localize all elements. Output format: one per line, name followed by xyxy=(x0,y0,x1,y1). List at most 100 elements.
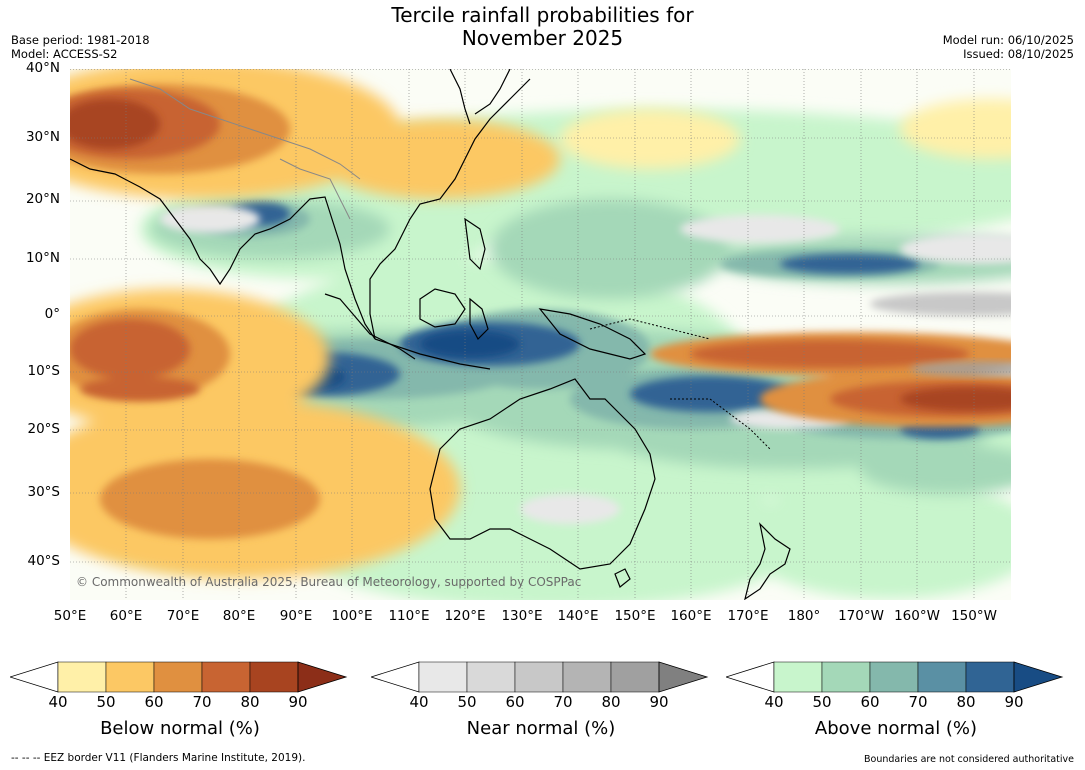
below-tick-label: 90 xyxy=(288,693,308,711)
near-under-extension xyxy=(369,661,420,693)
base-period: Base period: 1981-2018 xyxy=(11,33,150,47)
above-over-extension xyxy=(1013,661,1064,693)
lon-label: 130°E xyxy=(501,608,543,624)
graticule xyxy=(70,69,1011,600)
near-tick-label: 40 xyxy=(409,693,429,711)
sulawesi-coastline xyxy=(469,297,489,340)
near-normal-label: Near normal (%) xyxy=(466,718,616,739)
below-tick-label: 60 xyxy=(144,693,164,711)
near-color-bin xyxy=(562,661,612,693)
lon-label: 70°E xyxy=(166,608,200,624)
model-run: Model run: 06/10/2025 xyxy=(942,33,1074,47)
lon-label: 140°E xyxy=(557,608,599,624)
above-normal-colorbar-svg xyxy=(724,661,1064,693)
copyright-notice: © Commonwealth of Australia 2025, Bureau… xyxy=(76,575,581,589)
lat-label: 10°N xyxy=(25,250,60,266)
above-tick-label: 60 xyxy=(860,693,880,711)
below-over-extension xyxy=(297,661,348,693)
lat-label: 20°S xyxy=(27,421,61,437)
lon-label: 60°E xyxy=(109,608,143,624)
below-color-bin xyxy=(153,661,203,693)
title-line-1: Tercile rainfall probabilities for xyxy=(391,3,694,27)
below-tick-label: 40 xyxy=(48,693,68,711)
eez-note: -- -- -- EEZ border V11 (Flanders Marine… xyxy=(11,752,306,764)
below-tick-label: 80 xyxy=(240,693,260,711)
above-color-bin xyxy=(917,661,967,693)
below-under-extension xyxy=(8,661,59,693)
below-normal-colorbar xyxy=(8,661,350,693)
japan-coastline xyxy=(474,69,511,115)
above-tick-label: 70 xyxy=(908,693,928,711)
borneo-coastline xyxy=(419,288,466,328)
model-name: Model: ACCESS-S2 xyxy=(11,47,118,61)
below-normal-90-regions xyxy=(70,99,1011,411)
lon-label: 80°E xyxy=(222,608,256,624)
above-color-bin xyxy=(821,661,871,693)
above-color-bin xyxy=(965,661,1015,693)
near-color-bin xyxy=(466,661,516,693)
below-color-bin xyxy=(105,661,155,693)
above-tick-label: 50 xyxy=(812,693,832,711)
above-tick-label: 80 xyxy=(956,693,976,711)
new-zealand-coastline xyxy=(744,522,791,600)
rainfall-map[interactable]: © Commonwealth of Australia 2025, Bureau… xyxy=(70,69,1011,600)
above-tick-label: 40 xyxy=(764,693,784,711)
lat-label: 20°N xyxy=(25,191,60,207)
above-under-extension xyxy=(724,661,775,693)
near-tick-label: 70 xyxy=(553,693,573,711)
lat-label: 30°S xyxy=(27,484,61,500)
new-guinea-coastline xyxy=(538,308,647,360)
lon-label: 170°W xyxy=(838,608,884,624)
lon-label: 50°E xyxy=(53,608,87,624)
lat-label: 40°S xyxy=(27,553,61,569)
near-tick-label: 60 xyxy=(505,693,525,711)
below-color-bin xyxy=(57,661,107,693)
coastlines xyxy=(70,69,791,600)
near-color-bin xyxy=(514,661,564,693)
near-color-bin xyxy=(610,661,660,693)
near-tick-label: 80 xyxy=(601,693,621,711)
above-color-bin xyxy=(869,661,919,693)
below-normal-colorbar-svg xyxy=(8,661,348,693)
lon-label: 180° xyxy=(787,608,821,624)
lon-label: 150°E xyxy=(614,608,656,624)
near-tick-label: 90 xyxy=(649,693,669,711)
lon-label: 110°E xyxy=(388,608,430,624)
above-normal-label: Above normal (%) xyxy=(814,718,978,739)
sumatra-coastline xyxy=(324,293,416,360)
near-normal-regions xyxy=(160,205,1011,524)
map-canvas: © Commonwealth of Australia 2025, Bureau… xyxy=(70,69,1011,600)
philippines-coastline xyxy=(464,217,486,271)
lat-label: 10°S xyxy=(27,363,61,379)
below-color-bin xyxy=(201,661,251,693)
lon-label: 120°E xyxy=(444,608,486,624)
lat-label: 40°N xyxy=(25,60,60,76)
lon-label: 160°E xyxy=(670,608,712,624)
above-color-bin xyxy=(773,661,823,693)
lon-label: 170°E xyxy=(727,608,769,624)
near-normal-strong-region xyxy=(910,361,1011,377)
below-tick-label: 50 xyxy=(96,693,116,711)
australia-coastline xyxy=(429,378,656,570)
boundaries-disclaimer: Boundaries are not considered authoritat… xyxy=(864,754,1074,765)
near-normal-colorbar xyxy=(369,661,711,693)
near-tick-label: 50 xyxy=(457,693,477,711)
lat-label: 0° xyxy=(44,306,60,322)
near-normal-colorbar-svg xyxy=(369,661,709,693)
issued-date: Issued: 08/10/2025 xyxy=(963,47,1074,61)
lon-label: 160°W xyxy=(894,608,940,624)
above-tick-label: 90 xyxy=(1004,693,1024,711)
below-tick-label: 70 xyxy=(192,693,212,711)
lon-label: 100°E xyxy=(331,608,373,624)
near-over-extension xyxy=(658,661,709,693)
near-color-bin xyxy=(418,661,468,693)
country-borders xyxy=(129,78,361,220)
korea-coastline xyxy=(449,69,471,125)
lon-label: 150°W xyxy=(951,608,997,624)
asia-coastline xyxy=(70,78,531,340)
map-title: Tercile rainfall probabilities for Novem… xyxy=(0,4,1085,50)
below-color-bin xyxy=(249,661,299,693)
lat-label: 30°N xyxy=(25,129,60,145)
title-line-2: November 2025 xyxy=(461,26,624,50)
eez-borders xyxy=(589,318,771,450)
